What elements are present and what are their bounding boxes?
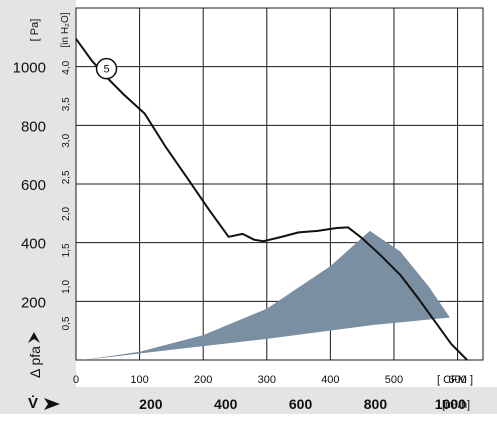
x-tick-label: 200	[194, 374, 212, 386]
x-unit-label: [ CFM ]	[437, 374, 473, 386]
y2-tick-label: 1,0	[61, 280, 72, 294]
x2-tick-label: 600	[289, 396, 313, 412]
x-tick-label: 300	[258, 374, 276, 386]
bottom-panel	[0, 387, 497, 414]
y2-tick-label: 0,5	[61, 316, 72, 330]
x-tick-label: 400	[321, 374, 339, 386]
y2-tick-label: 1,5	[61, 243, 72, 257]
x2-unit-label: [m³/h]	[442, 399, 470, 411]
curve-marker-label: 5	[103, 64, 109, 76]
y2-tick-label: 2,5	[61, 170, 72, 184]
y2-unit-label: [in H₂O]	[60, 12, 71, 47]
x-tick-label: 500	[385, 374, 403, 386]
y-tick-label: 1000	[13, 60, 46, 77]
x-axis-arrow-icon	[44, 398, 60, 410]
y2-tick-label: 2,0	[61, 206, 72, 220]
y2-tick-label: 4,0	[61, 60, 72, 74]
y-tick-label: 400	[21, 236, 46, 253]
curve-marker-circle	[95, 57, 118, 80]
series-line-5	[75, 38, 468, 361]
y2-tick-labels: 0,5 1,0 1,5 2,0 2,5 3,0 3,5 4,0	[61, 60, 72, 330]
operating-range-area	[82, 230, 450, 360]
y-tick-label: 800	[21, 118, 46, 135]
y-symbol-label: Δ pfa	[27, 346, 43, 378]
x2-tick-label: 200	[139, 396, 163, 412]
x2-tick-labels: 200 400 600 800 1000	[139, 396, 466, 412]
y-tick-labels: 200 400 600 800 1000	[13, 60, 46, 312]
y-tick-label: 200	[21, 294, 46, 311]
y2-tick-label: 3,5	[61, 97, 72, 111]
x2-tick-label: 800	[364, 396, 388, 412]
x-tick-label: 100	[130, 374, 148, 386]
x2-tick-label: 1000	[435, 396, 466, 412]
x2-symbol-label: V̇	[28, 395, 38, 412]
x2-tick-label: 400	[214, 396, 238, 412]
y-tick-label: 600	[21, 177, 46, 194]
y-axis-arrow-icon	[28, 332, 40, 343]
x-tick-label: 600	[448, 374, 466, 386]
x-tick-labels: 0 100 200 300 400 500 600	[73, 374, 467, 386]
y-unit-label: [ Pa]	[29, 19, 41, 42]
left-panel	[0, 0, 76, 412]
curve-marker: 5	[95, 57, 118, 80]
x-tick-label: 0	[73, 374, 79, 386]
y2-tick-label: 3,0	[61, 133, 72, 147]
